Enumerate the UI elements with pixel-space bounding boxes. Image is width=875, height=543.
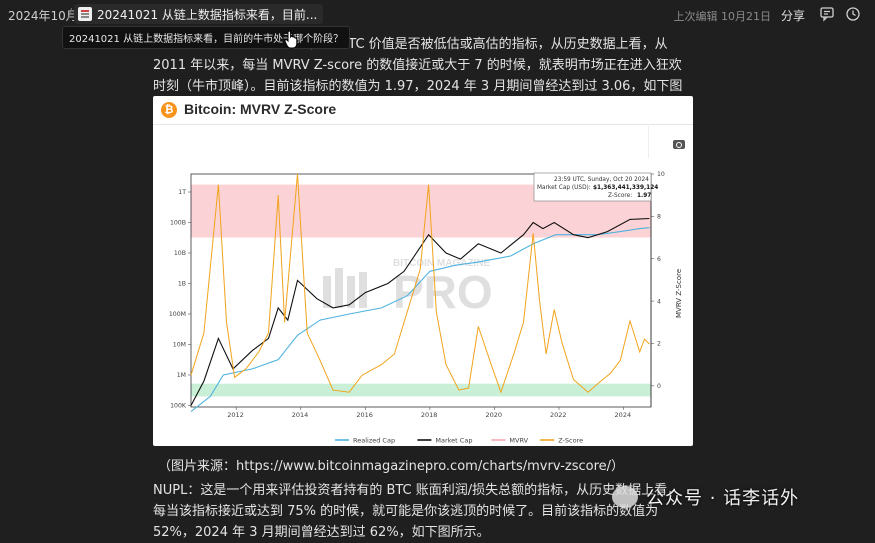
legend-label: MVRV: [509, 437, 528, 445]
y-left-tick-label: 1B: [178, 281, 186, 288]
x-tick-label: 2014: [292, 411, 309, 419]
x-tick-label: 2012: [227, 411, 244, 419]
screenshot-area: [648, 126, 693, 158]
y-left-tick-label: 100K: [170, 403, 187, 410]
bitcoin-logo-icon: ₿: [161, 102, 177, 118]
y-left-tick-label: 100B: [170, 220, 186, 227]
hover-marketcap-value: $1,363,441,339,124: [593, 185, 658, 191]
hover-marketcap-label: Market Cap (USD):: [537, 185, 591, 191]
last-edit-time: 上次编辑 10月21日: [673, 10, 772, 23]
hand-cursor-icon: [284, 30, 298, 49]
y-right-tick-label: 0: [657, 383, 661, 390]
hover-tooltip: 23:59 UTC, Sunday, Oct 20 2024 Market Ca…: [533, 172, 658, 202]
y-right-tick-label: 4: [657, 298, 661, 305]
legend-label: Realized Cap: [353, 437, 395, 445]
camera-icon[interactable]: [673, 140, 685, 149]
x-tick-label: 2018: [421, 411, 438, 419]
x-tick-label: 2022: [550, 411, 567, 419]
history-icon[interactable]: [845, 6, 861, 22]
caption-prefix: （图片来源：: [158, 459, 237, 474]
doc-title-tooltip: 20241021 从链上数据指标来看，目前的牛市处于哪个阶段？: [62, 26, 351, 49]
watermark-line1: BITCOIN MAGAZINE: [393, 258, 491, 269]
share-button[interactable]: 分享: [780, 9, 805, 23]
watermark-line2: PRO: [393, 266, 493, 318]
card-divider: [153, 124, 693, 125]
y-left-tick-label: 10B: [174, 250, 186, 257]
breadcrumb-separator: /: [68, 6, 73, 20]
chart-title: Bitcoin: MVRV Z-Score: [184, 101, 337, 117]
caption-link[interactable]: https://www.bitcoinmagazinepro.com/chart…: [236, 459, 612, 474]
x-tick-label: 2020: [485, 411, 502, 419]
comment-icon[interactable]: [819, 6, 835, 22]
x-tick-label: 2024: [615, 411, 632, 419]
watermark-text: 公众号 · 话李话外: [646, 488, 800, 509]
hover-zscore-label: Z-Score:: [608, 193, 632, 199]
y-right-tick-label: 6: [657, 256, 661, 263]
legend-label: Market Cap: [435, 437, 472, 445]
top-bar: 2024年10月 / 20241021 从链上数据指标来看，目前... 上次编辑…: [0, 0, 875, 30]
y-left-tick-label: 100M: [169, 311, 186, 318]
hover-date: 23:59 UTC, Sunday, Oct 20 2024: [554, 177, 649, 183]
breadcrumb-current-doc[interactable]: 20241021 从链上数据指标来看，目前...: [74, 4, 324, 24]
series-realized-cap: [190, 227, 650, 413]
y-left-tick-label: 1T: [178, 189, 186, 196]
series-zscore: [190, 173, 650, 394]
band-undervalued: [191, 383, 651, 397]
document-icon: [78, 7, 92, 21]
breadcrumb-month[interactable]: 2024年10月: [8, 9, 78, 23]
wechat-icon: [612, 486, 638, 508]
chart-card: ₿ Bitcoin: MVRV Z-Score BITCOIN MAGAZINE…: [153, 96, 693, 446]
y-left-tick-label: 1M: [177, 372, 186, 379]
image-caption: （图片来源：https://www.bitcoinmagazinepro.com…: [158, 455, 624, 474]
brand-watermark: BITCOIN MAGAZINE PRO: [323, 258, 493, 318]
mvrv-chart: BITCOIN MAGAZINE PRO 2012 2014 2016 2018 202…: [169, 171, 683, 445]
caption-suffix: ）: [611, 459, 625, 474]
y-left-tick-label: 10M: [173, 342, 186, 349]
y-right-tick-label: 8: [657, 214, 661, 221]
y-right-tick-label: 2: [657, 341, 661, 348]
doc-title: 20241021 从链上数据指标来看，目前...: [97, 7, 318, 22]
x-tick-label: 2016: [356, 411, 373, 419]
right-axis-label: MVRV Z-Score: [675, 269, 683, 318]
hover-zscore-value: 1.97: [637, 193, 651, 199]
y-right-tick-label: 10: [657, 171, 665, 178]
legend-label: Z-Score: [558, 437, 583, 445]
wechat-watermark: 公众号 · 话李话外: [612, 484, 799, 510]
